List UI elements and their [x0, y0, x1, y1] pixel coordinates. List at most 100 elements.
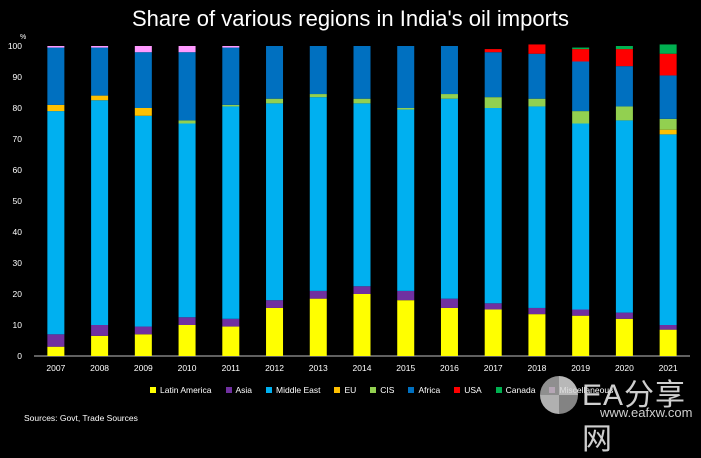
bar-segment-miscellaneous	[47, 46, 65, 48]
bar-segment-middle-east	[91, 100, 109, 325]
y-tick-label: 60	[13, 165, 23, 175]
bar-segment-cis	[309, 94, 327, 98]
legend-swatch	[370, 387, 377, 393]
bar-segment-asia	[484, 303, 502, 310]
bar-segment-africa	[353, 46, 371, 99]
legend-swatch	[334, 387, 341, 393]
bar-segment-asia	[397, 290, 415, 301]
bar-segment-cis	[440, 94, 458, 99]
legend-swatch	[495, 387, 502, 393]
bar-segment-africa	[572, 61, 590, 112]
bar-segment-cis	[615, 106, 633, 121]
y-tick-label: 20	[13, 289, 23, 299]
legend-label: Canada	[505, 385, 536, 395]
x-tick-label: 2018	[527, 363, 546, 373]
x-tick-label: 2012	[265, 363, 284, 373]
bar-segment-middle-east	[134, 115, 152, 327]
bar-segment-canada	[659, 44, 677, 54]
bar-segment-usa	[484, 49, 502, 53]
bar-segment-middle-east	[484, 108, 502, 304]
x-tick-label: 2013	[309, 363, 328, 373]
y-tick-label: 50	[13, 196, 23, 206]
bar-segment-asia	[222, 318, 240, 327]
bar-segment-latin-america	[178, 325, 196, 356]
bar-segment-middle-east	[222, 106, 240, 319]
legend-item: Middle East	[266, 385, 320, 395]
bar-segment-africa	[134, 52, 152, 108]
bar-segment-latin-america	[309, 298, 327, 356]
bar-segment-cis	[397, 108, 415, 110]
bar-segment-latin-america	[222, 326, 240, 356]
y-tick-label: 40	[13, 227, 23, 237]
bar-segment-latin-america	[528, 314, 546, 356]
x-tick-label: 2019	[571, 363, 590, 373]
legend-item: Asia	[225, 385, 253, 395]
legend-label: EU	[344, 385, 357, 395]
bar-segment-latin-america	[615, 318, 633, 356]
bar-segment-usa	[528, 44, 546, 54]
watermark-url: www.eafxw.com	[600, 405, 693, 420]
stacked-bar-chart: 0 10 20 30 40 50 60 70 80 90 100% 2007 2008 2009 2010 2…	[8, 34, 690, 373]
bar-segment-miscellaneous	[134, 46, 152, 53]
bar-segment-canada	[572, 47, 590, 50]
bar-segment-asia	[47, 334, 65, 347]
x-tick-label: 2021	[659, 363, 678, 373]
bar-segment-middle-east	[178, 123, 196, 318]
x-tick-label: 2011	[222, 363, 241, 373]
bar-segment-latin-america	[47, 346, 65, 356]
bar-segment-miscellaneous	[178, 46, 196, 53]
legend-label: CIS	[380, 385, 395, 395]
watermark: EA分享网 www.eafxw.com	[540, 372, 700, 456]
bar-segment-latin-america	[134, 334, 152, 356]
x-tick-label: 2008	[90, 363, 109, 373]
bar-segment-africa	[178, 52, 196, 121]
bar-segment-latin-america	[659, 329, 677, 356]
y-tick-label: 90	[13, 72, 23, 82]
bar-segment-asia	[178, 317, 196, 325]
bar-segment-cis	[222, 104, 240, 107]
bar-segment-asia	[134, 326, 152, 335]
legend-swatch	[266, 387, 273, 393]
bar-segment-middle-east	[528, 106, 546, 308]
bar-segment-usa	[659, 53, 677, 76]
bar-segment-cis	[266, 98, 284, 104]
bar-segment-africa	[484, 52, 502, 98]
bar-segment-africa	[615, 66, 633, 107]
bar-segment-asia	[528, 307, 546, 315]
y-tick-label: 10	[13, 320, 23, 330]
bar-segment-latin-america	[572, 315, 590, 356]
bar-segment-cis	[572, 111, 590, 124]
y-axis-label: %	[20, 34, 26, 41]
bar-segment-africa	[659, 75, 677, 119]
x-tick-label: 2009	[134, 363, 153, 373]
bar-segment-middle-east	[615, 120, 633, 313]
x-tick-label: 2017	[484, 363, 503, 373]
legend-item: CIS	[370, 385, 394, 395]
bar-segment-asia	[572, 309, 590, 316]
bar-segment-usa	[572, 49, 590, 62]
bar-segment-asia	[266, 300, 284, 308]
bar-segment-latin-america	[440, 307, 458, 356]
bar-segment-asia	[659, 325, 677, 330]
bar-segment-middle-east	[353, 103, 371, 287]
legend-label: Asia	[235, 385, 253, 395]
bar-segment-eu	[134, 108, 152, 116]
legend-swatch	[150, 387, 156, 393]
bar-segment-africa	[440, 46, 458, 95]
x-tick-label: 2020	[615, 363, 634, 373]
bar-segment-eu	[659, 129, 677, 135]
bar-segment-africa	[266, 46, 284, 99]
x-tick-label: 2015	[396, 363, 415, 373]
legend-item: EU	[334, 385, 356, 395]
chart-title: Share of various regions in India's oil …	[131, 6, 570, 31]
legend-swatch	[225, 387, 232, 393]
legend-item: USA	[454, 385, 482, 395]
legend-label: Miscellaneous	[559, 385, 614, 395]
bar-segment-latin-america	[484, 309, 502, 356]
legend-item: Latin America	[150, 385, 212, 395]
bar-segment-cis	[484, 97, 502, 108]
legend-label: USA	[464, 385, 482, 395]
bar-segment-miscellaneous	[222, 46, 240, 48]
bar-segment-asia	[309, 290, 327, 299]
bar-segment-middle-east	[47, 111, 65, 335]
